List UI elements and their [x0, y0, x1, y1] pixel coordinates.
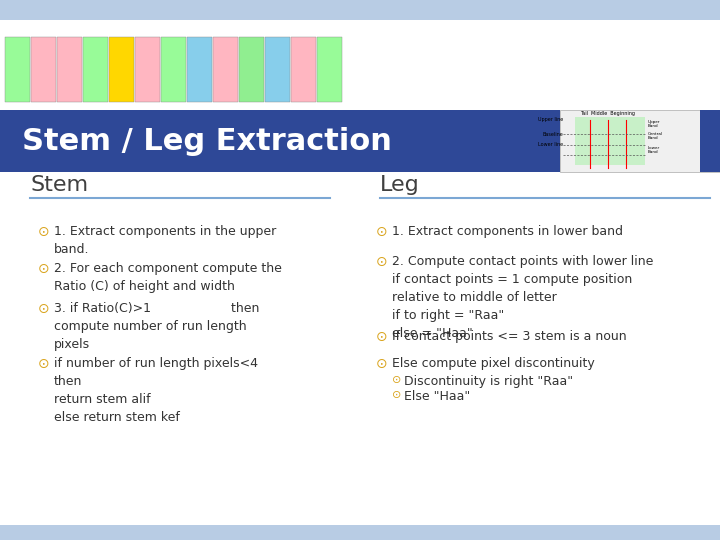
Text: ⊙: ⊙ — [38, 262, 50, 276]
FancyBboxPatch shape — [109, 37, 134, 102]
FancyBboxPatch shape — [0, 20, 720, 110]
Text: Stem / Leg Extraction: Stem / Leg Extraction — [22, 126, 392, 156]
Text: If contact points <= 3 stem is a noun: If contact points <= 3 stem is a noun — [392, 330, 626, 343]
Text: ⊙: ⊙ — [38, 357, 50, 371]
Text: Lower line: Lower line — [538, 143, 563, 147]
FancyBboxPatch shape — [291, 37, 316, 102]
Text: Central
Band: Central Band — [648, 132, 663, 140]
Text: Else compute pixel discontinuity: Else compute pixel discontinuity — [392, 357, 595, 370]
Text: ⊙: ⊙ — [376, 225, 387, 239]
Text: Lower
Band: Lower Band — [648, 146, 660, 154]
Text: ⊙: ⊙ — [38, 302, 50, 316]
FancyBboxPatch shape — [0, 0, 720, 20]
FancyBboxPatch shape — [135, 37, 160, 102]
Text: Baseline: Baseline — [542, 132, 563, 137]
Text: 2. For each component compute the
Ratio (C) of height and width: 2. For each component compute the Ratio … — [54, 262, 282, 293]
Text: ⊙: ⊙ — [376, 255, 387, 269]
FancyBboxPatch shape — [161, 37, 186, 102]
Text: if number of run length pixels<4
then
return stem alif
else return stem kef: if number of run length pixels<4 then re… — [54, 357, 258, 424]
FancyBboxPatch shape — [57, 37, 82, 102]
Text: Else "Haa": Else "Haa" — [404, 390, 470, 403]
Text: ⊙: ⊙ — [38, 225, 50, 239]
Text: ⊙: ⊙ — [376, 330, 387, 344]
FancyBboxPatch shape — [213, 37, 238, 102]
Text: Upper line: Upper line — [538, 118, 563, 123]
Text: 1. Extract components in lower band: 1. Extract components in lower band — [392, 225, 623, 238]
FancyBboxPatch shape — [0, 110, 560, 172]
FancyBboxPatch shape — [5, 37, 30, 102]
Text: ⊙: ⊙ — [392, 375, 401, 385]
Text: Stem: Stem — [30, 175, 88, 195]
FancyBboxPatch shape — [83, 37, 108, 102]
Text: Tail  Middle  Beginning: Tail Middle Beginning — [580, 111, 636, 116]
Text: Discontinuity is right "Raa": Discontinuity is right "Raa" — [404, 375, 573, 388]
Text: 2. Compute contact points with lower line
if contact points = 1 compute position: 2. Compute contact points with lower lin… — [392, 255, 653, 340]
Text: ⊙: ⊙ — [376, 357, 387, 371]
FancyBboxPatch shape — [575, 117, 645, 165]
FancyBboxPatch shape — [31, 37, 56, 102]
Text: 1. Extract components in the upper
band.: 1. Extract components in the upper band. — [54, 225, 276, 256]
Text: ⊙: ⊙ — [392, 390, 401, 400]
FancyBboxPatch shape — [239, 37, 264, 102]
FancyBboxPatch shape — [187, 37, 212, 102]
Text: 3. if Ratio(C)>1                    then
compute number of run length
pixels: 3. if Ratio(C)>1 then compute number of … — [54, 302, 259, 351]
FancyBboxPatch shape — [700, 110, 720, 172]
Text: Leg: Leg — [380, 175, 420, 195]
FancyBboxPatch shape — [0, 525, 720, 540]
FancyBboxPatch shape — [560, 110, 720, 172]
Text: Upper
Band: Upper Band — [648, 120, 660, 129]
FancyBboxPatch shape — [265, 37, 290, 102]
FancyBboxPatch shape — [317, 37, 342, 102]
